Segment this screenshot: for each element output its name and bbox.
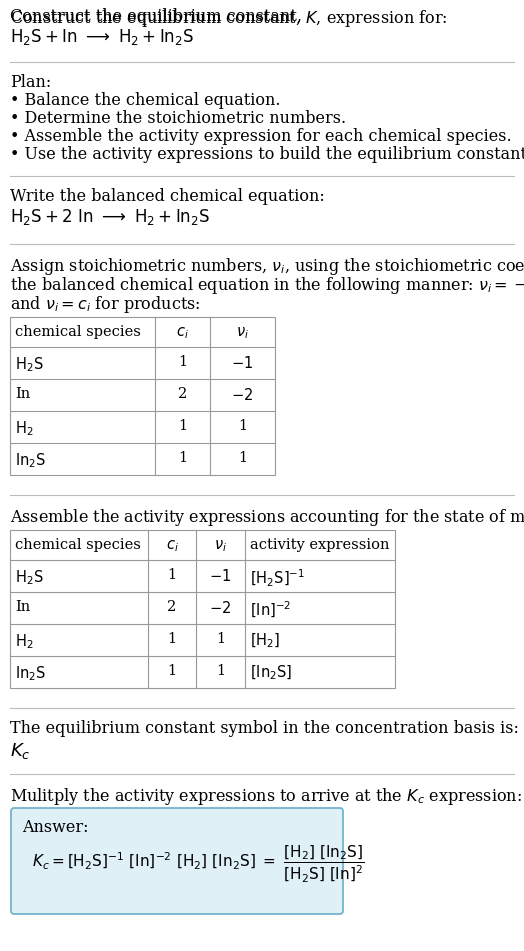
Text: $\mathrm{H_2S + 2\ In}\ \longrightarrow\ \mathrm{H_2 + In_2S}$: $\mathrm{H_2S + 2\ In}\ \longrightarrow\… [10, 207, 210, 227]
Text: $[\mathrm{In_2S}]$: $[\mathrm{In_2S}]$ [250, 664, 292, 683]
Text: chemical species: chemical species [15, 325, 141, 339]
Text: Plan:: Plan: [10, 74, 51, 91]
Text: Answer:: Answer: [22, 819, 89, 836]
Text: $-2$: $-2$ [232, 387, 254, 403]
Text: 1: 1 [238, 451, 247, 465]
Text: • Assemble the activity expression for each chemical species.: • Assemble the activity expression for e… [10, 128, 511, 145]
Text: In: In [15, 387, 30, 401]
Text: 1: 1 [178, 355, 187, 369]
Text: 1: 1 [168, 632, 177, 646]
Text: $\mathrm{H_2}$: $\mathrm{H_2}$ [15, 419, 34, 437]
Text: the balanced chemical equation in the following manner: $\nu_i = -c_i$ for react: the balanced chemical equation in the fo… [10, 275, 524, 296]
Text: and $\nu_i = c_i$ for products:: and $\nu_i = c_i$ for products: [10, 294, 201, 315]
FancyBboxPatch shape [11, 808, 343, 914]
Text: $-2$: $-2$ [210, 600, 232, 616]
Text: • Determine the stoichiometric numbers.: • Determine the stoichiometric numbers. [10, 110, 346, 127]
Text: chemical species: chemical species [15, 538, 141, 552]
Text: • Use the activity expressions to build the equilibrium constant expression.: • Use the activity expressions to build … [10, 146, 524, 163]
Text: $K_c$: $K_c$ [10, 741, 30, 761]
Text: $\mathrm{H_2S}$: $\mathrm{H_2S}$ [15, 568, 43, 587]
Text: 1: 1 [178, 451, 187, 465]
Text: $[\mathrm{In}]^{-2}$: $[\mathrm{In}]^{-2}$ [250, 600, 291, 620]
Text: Mulitply the activity expressions to arrive at the $K_c$ expression:: Mulitply the activity expressions to arr… [10, 786, 522, 807]
Text: $\mathrm{H_2S + In}\ \longrightarrow\ \mathrm{H_2 + In_2S}$: $\mathrm{H_2S + In}\ \longrightarrow\ \m… [10, 27, 194, 47]
Text: 2: 2 [178, 387, 187, 401]
Text: Construct the equilibrium constant,: Construct the equilibrium constant, [10, 8, 307, 25]
Text: $K_c = [\mathrm{H_2S}]^{-1}\ [\mathrm{In}]^{-2}\ [\mathrm{H_2}]\ [\mathrm{In_2S}: $K_c = [\mathrm{H_2S}]^{-1}\ [\mathrm{In… [32, 843, 365, 883]
Text: $\nu_i$: $\nu_i$ [214, 538, 227, 553]
Text: 1: 1 [238, 419, 247, 433]
Text: activity expression: activity expression [250, 538, 390, 552]
Text: $\nu_i$: $\nu_i$ [236, 325, 249, 340]
Bar [10, 530, 395, 688]
Text: 1: 1 [178, 419, 187, 433]
Text: The equilibrium constant symbol in the concentration basis is:: The equilibrium constant symbol in the c… [10, 720, 519, 737]
Bar [10, 317, 275, 475]
Text: 1: 1 [216, 664, 225, 678]
Text: $\mathrm{In_2S}$: $\mathrm{In_2S}$ [15, 451, 46, 470]
Text: $\mathrm{H_2S}$: $\mathrm{H_2S}$ [15, 355, 43, 374]
Text: 1: 1 [216, 632, 225, 646]
Text: Write the balanced chemical equation:: Write the balanced chemical equation: [10, 188, 325, 205]
Text: $c_i$: $c_i$ [176, 325, 189, 340]
Text: $-1$: $-1$ [210, 568, 232, 584]
Text: 1: 1 [168, 568, 177, 582]
Text: • Balance the chemical equation.: • Balance the chemical equation. [10, 92, 280, 109]
Text: Assign stoichiometric numbers, $\nu_i$, using the stoichiometric coefficients, $: Assign stoichiometric numbers, $\nu_i$, … [10, 256, 524, 277]
Text: $-1$: $-1$ [232, 355, 254, 371]
Text: $\mathrm{In_2S}$: $\mathrm{In_2S}$ [15, 664, 46, 683]
Text: In: In [15, 600, 30, 614]
Text: 1: 1 [168, 664, 177, 678]
Text: $\mathrm{H_2}$: $\mathrm{H_2}$ [15, 632, 34, 650]
Text: Assemble the activity expressions accounting for the state of matter and $\nu_i$: Assemble the activity expressions accoun… [10, 507, 524, 528]
Text: Construct the equilibrium constant, $K$, expression for:: Construct the equilibrium constant, $K$,… [10, 8, 447, 29]
Text: $[\mathrm{H_2S}]^{-1}$: $[\mathrm{H_2S}]^{-1}$ [250, 568, 305, 589]
Text: $c_i$: $c_i$ [166, 538, 178, 553]
Text: 2: 2 [167, 600, 177, 614]
Text: $[\mathrm{H_2}]$: $[\mathrm{H_2}]$ [250, 632, 280, 650]
